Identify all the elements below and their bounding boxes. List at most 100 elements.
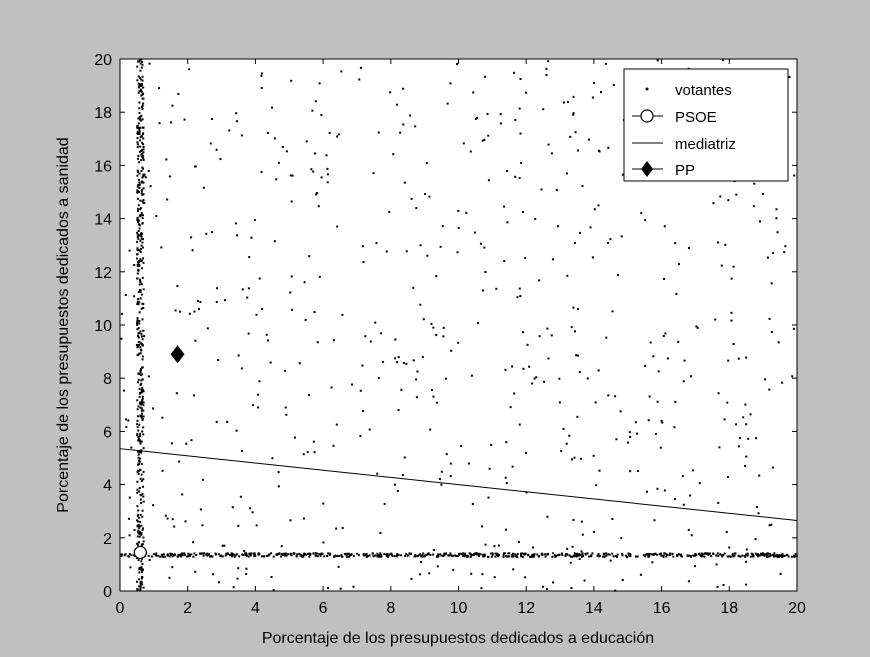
- voter-point: [142, 151, 144, 153]
- voter-point: [424, 193, 426, 195]
- voter-point: [689, 495, 691, 497]
- voter-point: [442, 225, 444, 227]
- voter-point: [314, 311, 316, 313]
- voter-point: [181, 552, 183, 554]
- voter-point: [201, 552, 203, 554]
- voter-point: [245, 573, 247, 575]
- voter-point: [691, 534, 693, 536]
- voter-point: [419, 573, 421, 575]
- voter-point: [329, 132, 331, 134]
- voter-point: [318, 205, 320, 207]
- voter-point: [738, 358, 740, 360]
- voter-point: [266, 555, 268, 557]
- voter-point: [775, 217, 777, 219]
- voter-point: [137, 509, 139, 511]
- voter-point: [622, 579, 624, 581]
- voter-point: [514, 119, 516, 121]
- voter-point: [531, 382, 533, 384]
- voter-point: [164, 556, 166, 558]
- voter-point: [611, 553, 613, 555]
- voter-point: [275, 178, 277, 180]
- voter-point: [722, 554, 724, 556]
- voter-point: [469, 553, 471, 555]
- voter-point: [136, 253, 138, 255]
- voter-point: [137, 372, 139, 374]
- voter-point: [356, 553, 358, 555]
- voter-point: [450, 463, 452, 465]
- voter-point: [312, 171, 314, 173]
- voter-point: [336, 226, 338, 228]
- voter-point: [653, 519, 655, 521]
- voter-point: [592, 97, 594, 99]
- voter-point: [536, 553, 538, 555]
- voter-point: [143, 146, 145, 148]
- voter-point: [420, 244, 422, 246]
- voter-point: [249, 553, 251, 555]
- voter-point: [312, 552, 314, 554]
- voter-point: [587, 377, 589, 379]
- voter-point: [567, 101, 569, 103]
- voter-point: [503, 552, 505, 554]
- voter-point: [658, 370, 660, 372]
- voter-point: [246, 297, 248, 299]
- voter-point: [563, 428, 565, 430]
- voter-point: [571, 458, 573, 460]
- voter-point: [555, 555, 557, 557]
- voter-point: [695, 325, 697, 327]
- legend-psoe-marker: [641, 110, 653, 122]
- voter-point: [136, 328, 138, 330]
- voter-point: [141, 245, 143, 247]
- voter-point: [137, 381, 139, 383]
- voter-point: [259, 380, 261, 382]
- voter-point: [136, 66, 138, 68]
- voter-point: [155, 215, 157, 217]
- voter-point: [261, 72, 263, 74]
- voter-point: [218, 553, 220, 555]
- voter-point: [149, 63, 151, 65]
- voter-point: [248, 333, 250, 335]
- voter-point: [450, 350, 452, 352]
- voter-point: [140, 379, 142, 381]
- voter-point: [566, 172, 568, 174]
- voter-point: [140, 478, 142, 480]
- voter-point: [137, 525, 139, 527]
- voter-point: [193, 553, 195, 555]
- voter-point: [138, 102, 140, 104]
- voter-point: [227, 552, 229, 554]
- voter-point: [305, 319, 307, 321]
- voter-point: [338, 555, 340, 557]
- voter-point: [514, 176, 516, 178]
- voter-point: [194, 571, 196, 573]
- voter-point: [684, 360, 686, 362]
- voter-point: [169, 553, 171, 555]
- x-tick-label: 0: [116, 600, 125, 617]
- voter-point: [139, 258, 141, 260]
- voter-point: [422, 556, 424, 558]
- voter-point: [129, 497, 131, 499]
- voter-point: [241, 367, 243, 369]
- voter-point: [314, 451, 316, 453]
- voter-point: [153, 553, 155, 555]
- voter-point: [129, 553, 131, 555]
- voter-point: [120, 338, 122, 340]
- voter-point: [765, 554, 767, 556]
- voter-point: [304, 281, 306, 283]
- voter-point: [408, 552, 410, 554]
- voter-point: [617, 554, 619, 556]
- voter-point: [683, 504, 685, 506]
- voter-point: [222, 545, 224, 547]
- voter-point: [464, 553, 466, 555]
- voter-point: [322, 503, 324, 505]
- voter-point: [709, 552, 711, 554]
- voter-point: [627, 552, 629, 554]
- voter-point: [508, 552, 510, 554]
- voter-point: [138, 264, 140, 266]
- voter-point: [764, 378, 766, 380]
- voter-point: [235, 112, 237, 114]
- voter-point: [315, 554, 317, 556]
- voter-point: [128, 518, 130, 520]
- voter-point: [574, 552, 576, 554]
- voter-point: [142, 102, 144, 104]
- voter-point: [494, 556, 496, 558]
- voter-point: [338, 566, 340, 568]
